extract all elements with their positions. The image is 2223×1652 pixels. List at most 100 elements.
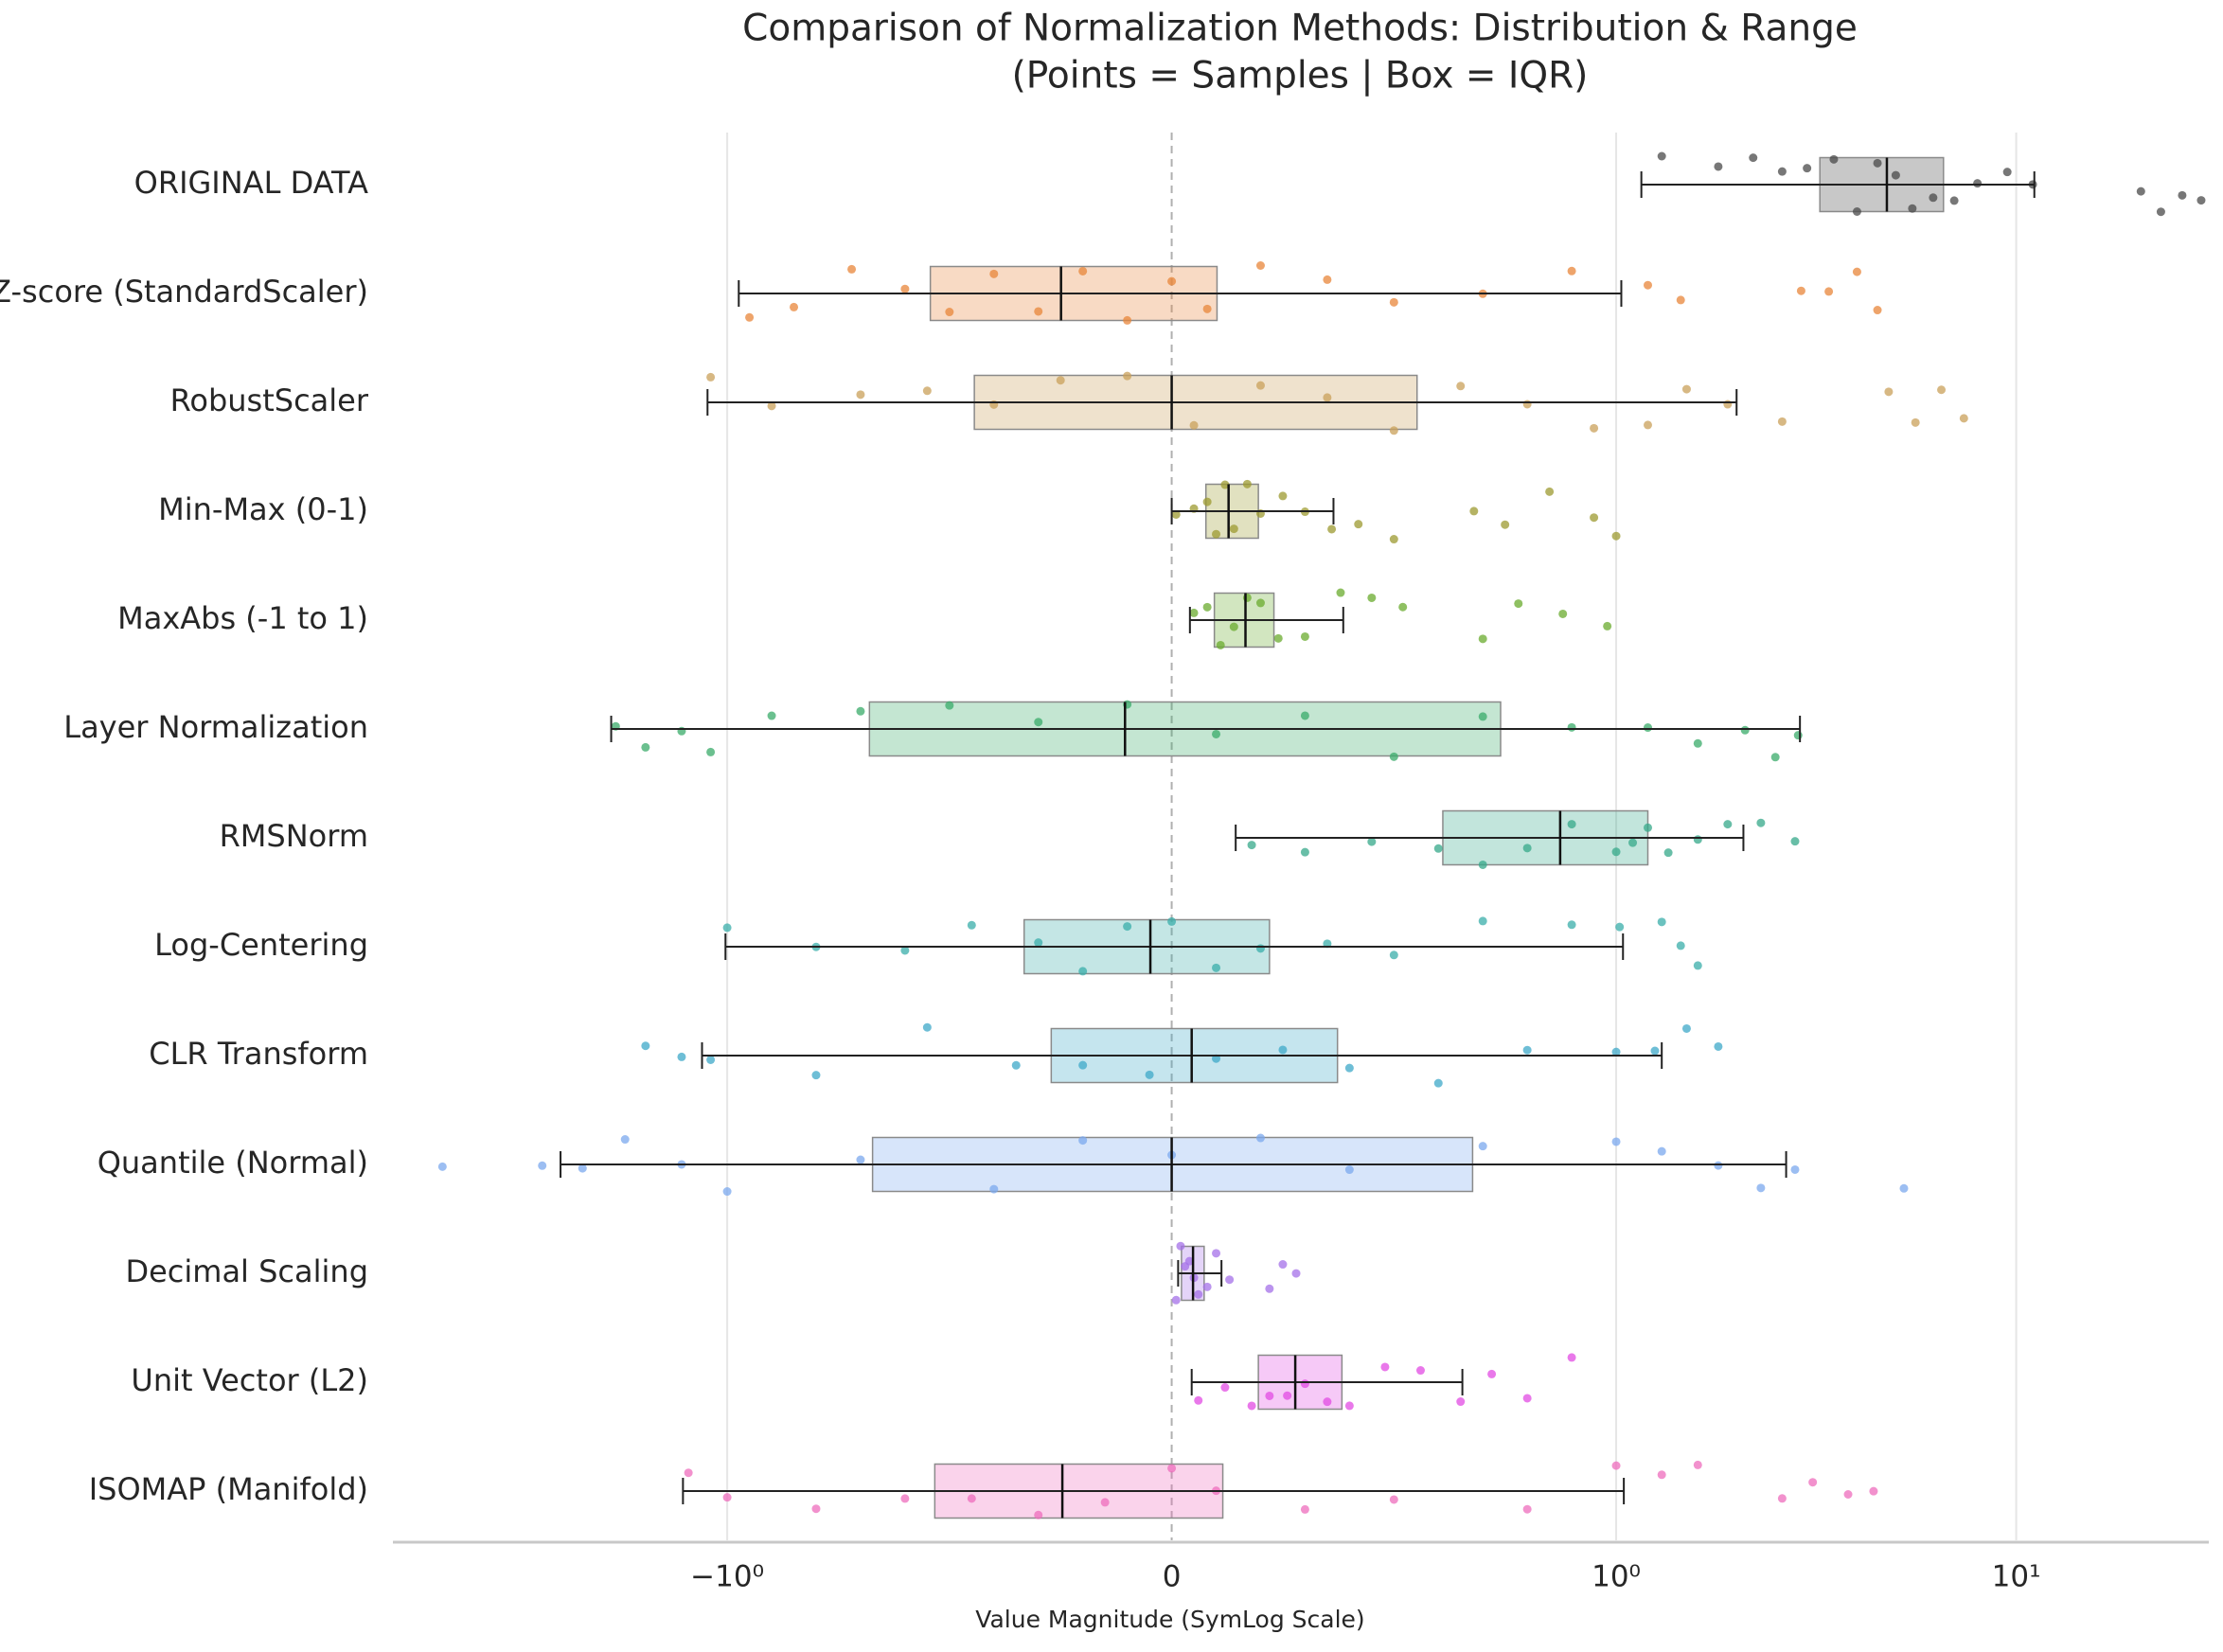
sample-point [1398, 602, 1408, 612]
sample-point [1056, 376, 1065, 385]
sample-point [967, 920, 976, 930]
sample-point [1650, 1046, 1660, 1056]
sample-point [1522, 1394, 1532, 1403]
sample-point [1756, 818, 1766, 827]
sample-point [1212, 963, 1221, 972]
sample-point [1790, 1164, 1800, 1174]
sample-point [620, 1135, 630, 1145]
sample-point [1796, 286, 1805, 295]
sample-point [1278, 1260, 1288, 1270]
sample-point [1212, 529, 1221, 539]
sample-point [2178, 190, 2187, 200]
sample-point [856, 706, 865, 716]
category-label: ORIGINAL DATA [134, 165, 368, 201]
sample-point [1291, 1269, 1301, 1278]
sample-point [1749, 153, 1758, 163]
sample-point [1300, 1379, 1309, 1389]
sample-point [1273, 633, 1283, 643]
sample-point [684, 1468, 693, 1478]
sample-point [722, 1493, 732, 1502]
sample-point [856, 1155, 865, 1164]
sample-point [1603, 621, 1612, 631]
sample-point [1220, 480, 1230, 489]
sample-point [437, 1162, 447, 1171]
sample-point [1567, 722, 1576, 732]
sample-point [1657, 1146, 1666, 1156]
sample-point [1949, 196, 1959, 205]
sample-point [1615, 922, 1625, 932]
sample-point [2196, 196, 2206, 205]
category-label: Log-Centering [154, 927, 368, 963]
sample-point [1456, 1397, 1466, 1407]
sample-point [811, 1504, 821, 1514]
sample-point [1611, 531, 1621, 541]
sample-point [1202, 602, 1212, 612]
sample-point [1611, 1461, 1621, 1470]
sample-point [2156, 207, 2165, 217]
sample-point [1265, 1284, 1274, 1293]
sample-point [1676, 295, 1685, 305]
sample-point [1300, 631, 1309, 641]
sample-point [1973, 179, 1983, 188]
sample-point [1644, 420, 1653, 430]
sample-point [1433, 1078, 1443, 1088]
sample-point [1740, 725, 1750, 735]
sample-point [1354, 520, 1363, 529]
sample-point [1242, 593, 1252, 602]
x-tick-label: 0 [1163, 1560, 1182, 1594]
sample-point [1558, 609, 1568, 618]
category-label: Min-Max (0-1) [158, 491, 368, 527]
sample-point [1247, 841, 1256, 850]
sample-point [1283, 1391, 1292, 1400]
sample-point [1078, 967, 1088, 976]
sample-point [1255, 381, 1265, 390]
sample-point [1852, 267, 1861, 276]
sample-point [856, 390, 865, 400]
sample-point [1323, 275, 1332, 284]
sample-point [1590, 423, 1599, 433]
sample-point [1389, 752, 1398, 761]
sample-point [1247, 1401, 1256, 1411]
sample-point [1184, 1256, 1194, 1266]
sample-point [790, 302, 799, 311]
sample-point [1478, 860, 1487, 869]
category-label: Layer Normalization [63, 709, 368, 745]
sample-point [1808, 1478, 1818, 1487]
sample-point [1255, 1133, 1265, 1143]
sample-point [1344, 1063, 1354, 1073]
category-label: RMSNorm [220, 818, 368, 854]
sample-point [1255, 260, 1265, 270]
x-tick-label: 10⁰ [1592, 1560, 1641, 1594]
sample-point [1567, 1353, 1576, 1362]
sample-point [1176, 1241, 1185, 1251]
sample-point [1034, 718, 1043, 727]
sample-point [1389, 950, 1398, 960]
sample-point [847, 264, 857, 274]
sample-point [1611, 1137, 1621, 1146]
sample-point [900, 1494, 910, 1503]
sample-point [1202, 1282, 1212, 1291]
sample-point [900, 946, 910, 955]
sample-point [1545, 487, 1555, 496]
sample-point [2002, 168, 2012, 177]
sample-point [1644, 723, 1653, 733]
sample-point [1723, 400, 1733, 409]
sample-point [1171, 509, 1181, 519]
sample-point [1100, 1498, 1110, 1507]
sample-point [922, 386, 932, 396]
sample-point [1611, 847, 1621, 857]
sample-point [1644, 823, 1653, 832]
sample-point [767, 401, 776, 411]
sample-point [1929, 193, 1938, 203]
sample-point [1657, 151, 1666, 161]
sample-point [1911, 417, 1920, 427]
sample-point [1590, 513, 1599, 523]
sample-point [1959, 414, 1968, 423]
x-tick-label: −10⁰ [690, 1560, 764, 1594]
sample-point [1202, 304, 1212, 313]
sample-point [1216, 640, 1225, 649]
sample-point [1756, 1183, 1766, 1193]
sample-point [1344, 1401, 1354, 1411]
sample-point [1229, 622, 1238, 631]
